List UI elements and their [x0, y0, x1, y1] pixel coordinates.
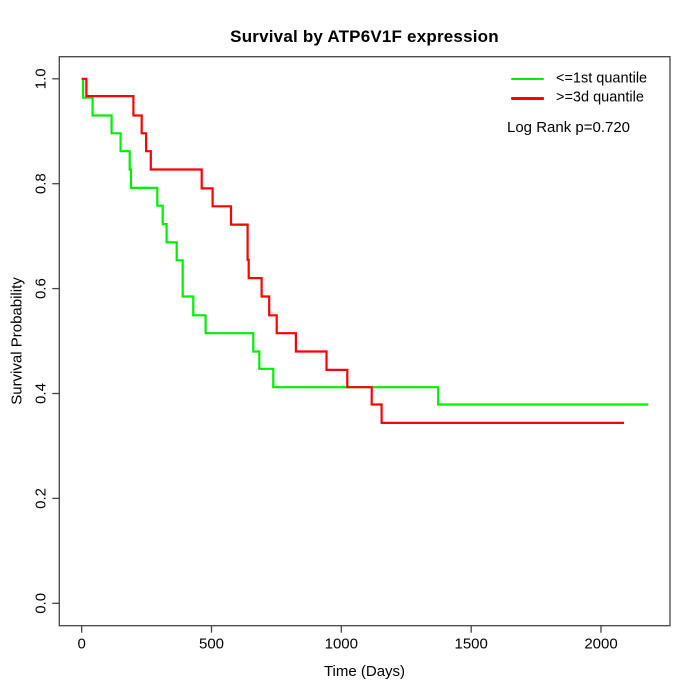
x-tick-label: 500: [199, 636, 224, 653]
log-rank-pvalue: Log Rank p=0.720: [507, 119, 631, 136]
y-tick-label: 0.0: [33, 593, 50, 614]
chart-title: Survival by ATP6V1F expression: [230, 27, 499, 46]
y-tick-label: 0.2: [33, 488, 50, 509]
x-tick-label: 1000: [325, 636, 358, 653]
y-axis-label: Survival Probability: [8, 277, 26, 405]
plot-frame: [58, 56, 671, 627]
legend-label-first-quantile: <=1st quantile: [556, 70, 648, 87]
legend-line-green: [511, 77, 544, 81]
x-axis-label: Time (Days): [323, 663, 406, 680]
x-tick-label: 2000: [584, 636, 617, 653]
y-tick-label: 0.8: [33, 173, 50, 194]
km-curve-red: [81, 77, 625, 424]
x-tick-label: 0: [78, 636, 86, 653]
km-curve-green: [81, 77, 649, 406]
y-tick-label: 1.0: [33, 68, 50, 89]
x-tick-label: 1500: [455, 636, 488, 653]
y-tick-label: 0.6: [33, 278, 50, 299]
legend-line-red: [511, 97, 544, 100]
y-tick-label: 0.4: [33, 383, 50, 404]
legend-label-third-quantile: >=3d quantile: [556, 89, 644, 106]
